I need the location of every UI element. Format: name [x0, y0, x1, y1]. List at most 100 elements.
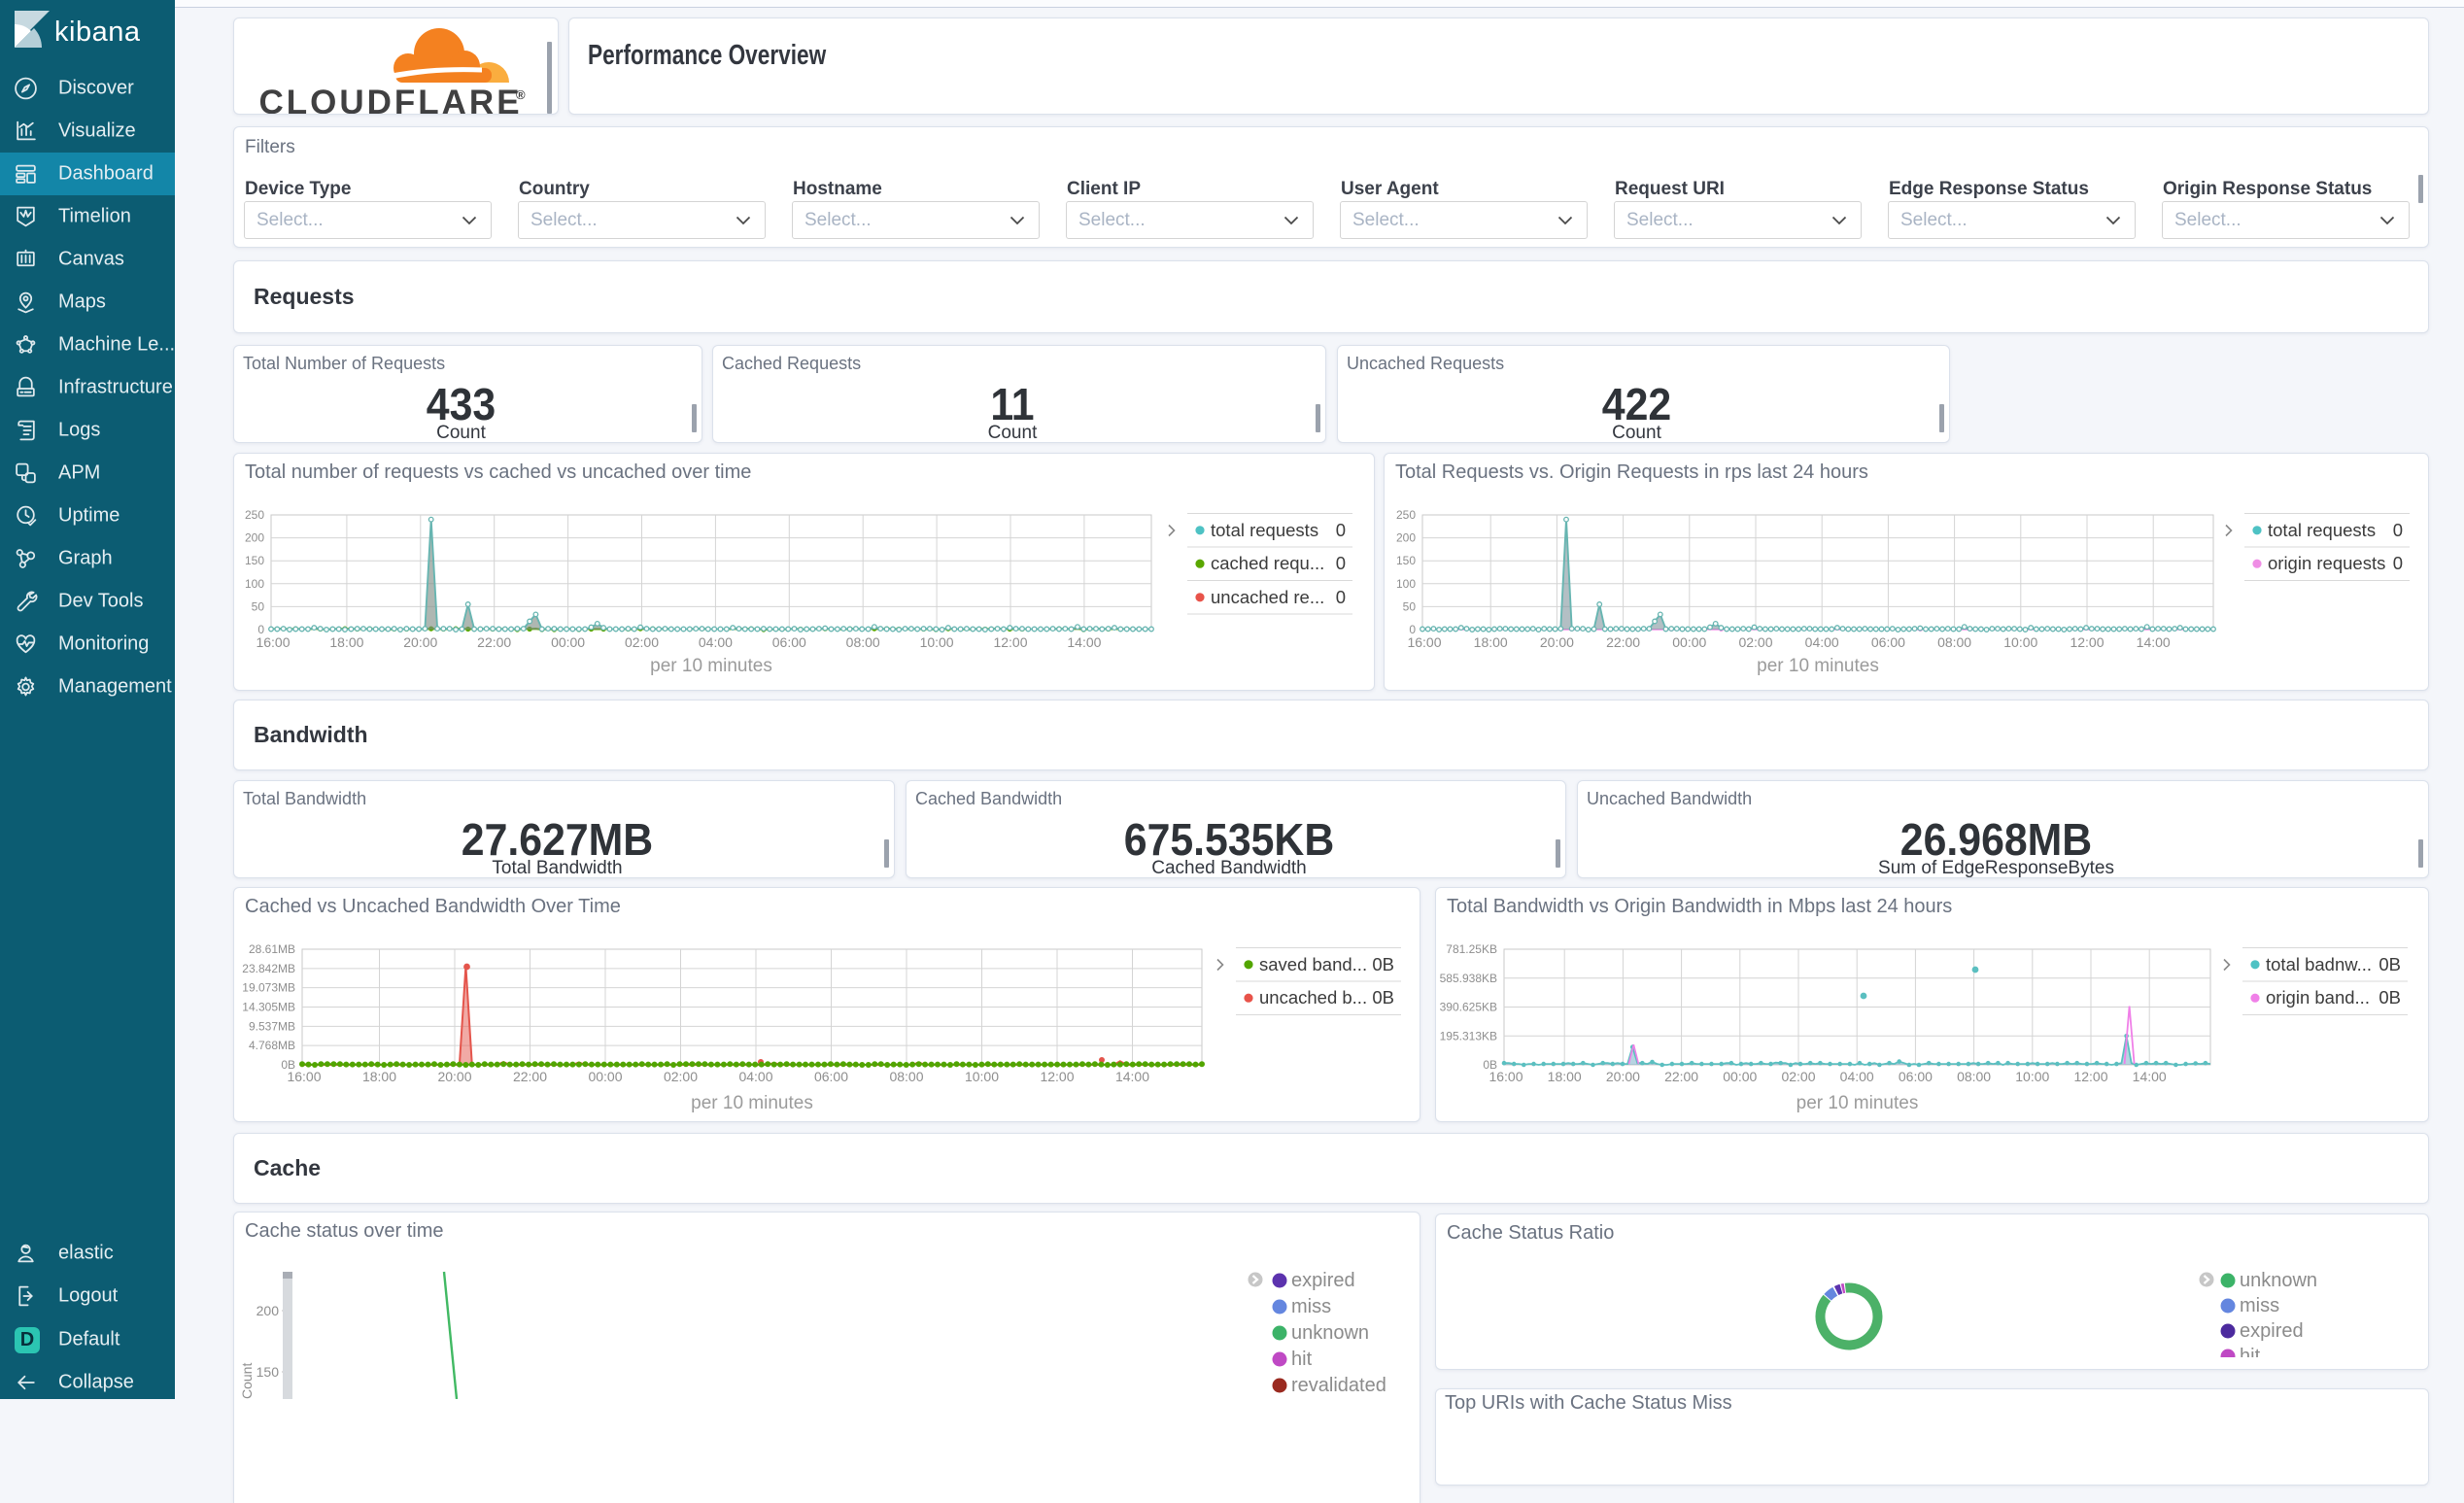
- svg-text:781.25KB: 781.25KB: [1446, 942, 1497, 956]
- svg-text:22:00: 22:00: [513, 1069, 547, 1084]
- svg-text:per 10 minutes: per 10 minutes: [1797, 1093, 1919, 1113]
- svg-text:total requests: total requests: [1211, 520, 1318, 540]
- svg-text:20:00: 20:00: [1606, 1069, 1640, 1084]
- svg-text:18:00: 18:00: [1548, 1069, 1582, 1084]
- svg-text:10:00: 10:00: [965, 1069, 999, 1084]
- svg-text:0B: 0B: [281, 1058, 295, 1072]
- svg-text:10:00: 10:00: [920, 634, 954, 650]
- svg-text:expired: expired: [2240, 1320, 2304, 1342]
- svg-text:0B: 0B: [2378, 954, 2401, 974]
- svg-text:100: 100: [1396, 577, 1416, 591]
- svg-text:12:00: 12:00: [993, 634, 1027, 650]
- svg-text:06:00: 06:00: [1871, 634, 1905, 650]
- svg-text:04:00: 04:00: [1805, 634, 1839, 650]
- svg-text:50: 50: [252, 599, 265, 613]
- svg-text:total requests: total requests: [2268, 520, 2376, 540]
- svg-text:12:00: 12:00: [2073, 1069, 2107, 1084]
- svg-text:20:00: 20:00: [403, 634, 437, 650]
- svg-text:14:00: 14:00: [2137, 634, 2171, 650]
- svg-text:miss: miss: [2240, 1295, 2279, 1316]
- svg-text:expired: expired: [1291, 1270, 1355, 1291]
- svg-text:unknown: unknown: [2240, 1270, 2317, 1291]
- svg-text:14:00: 14:00: [1067, 634, 1101, 650]
- svg-text:02:00: 02:00: [664, 1069, 698, 1084]
- svg-text:04:00: 04:00: [699, 634, 733, 650]
- svg-text:50: 50: [1403, 599, 1417, 613]
- svg-text:08:00: 08:00: [1957, 1069, 1991, 1084]
- svg-text:04:00: 04:00: [738, 1069, 772, 1084]
- svg-text:origin band...: origin band...: [2266, 987, 2370, 1008]
- svg-text:10:00: 10:00: [2003, 634, 2037, 650]
- svg-text:22:00: 22:00: [477, 634, 511, 650]
- svg-text:08:00: 08:00: [889, 1069, 923, 1084]
- svg-text:9.537MB: 9.537MB: [249, 1019, 295, 1033]
- svg-text:14.305MB: 14.305MB: [242, 1001, 295, 1014]
- svg-text:06:00: 06:00: [814, 1069, 848, 1084]
- svg-text:200: 200: [245, 531, 264, 545]
- svg-text:per 10 minutes: per 10 minutes: [691, 1093, 813, 1113]
- svg-text:16:00: 16:00: [287, 1069, 321, 1084]
- svg-text:02:00: 02:00: [1738, 634, 1772, 650]
- svg-text:0: 0: [1336, 520, 1346, 540]
- svg-text:14:00: 14:00: [2133, 1069, 2167, 1084]
- svg-text:0: 0: [1336, 553, 1346, 573]
- svg-text:00:00: 00:00: [1723, 1069, 1757, 1084]
- svg-text:20:00: 20:00: [1540, 634, 1574, 650]
- svg-text:18:00: 18:00: [362, 1069, 396, 1084]
- svg-text:23.842MB: 23.842MB: [242, 962, 295, 975]
- svg-text:02:00: 02:00: [1781, 1069, 1815, 1084]
- svg-text:02:00: 02:00: [625, 634, 659, 650]
- svg-text:08:00: 08:00: [1937, 634, 1971, 650]
- svg-text:0B: 0B: [1483, 1058, 1497, 1072]
- svg-text:200: 200: [257, 1303, 280, 1318]
- svg-text:06:00: 06:00: [1899, 1069, 1933, 1084]
- svg-text:revalidated: revalidated: [1291, 1375, 1386, 1396]
- svg-text:4.768MB: 4.768MB: [249, 1039, 295, 1052]
- svg-text:150: 150: [245, 554, 264, 567]
- svg-text:22:00: 22:00: [1606, 634, 1640, 650]
- svg-text:uncached b...: uncached b...: [1259, 987, 1367, 1008]
- svg-text:cached requ...: cached requ...: [1211, 553, 1324, 573]
- svg-text:miss: miss: [1291, 1296, 1331, 1317]
- svg-text:0: 0: [257, 623, 264, 636]
- svg-text:28.61MB: 28.61MB: [249, 942, 295, 956]
- svg-text:00:00: 00:00: [1672, 634, 1706, 650]
- svg-text:12:00: 12:00: [2070, 634, 2104, 650]
- svg-text:150: 150: [1396, 554, 1416, 567]
- svg-text:total badnw...: total badnw...: [2266, 954, 2372, 974]
- svg-text:19.073MB: 19.073MB: [242, 981, 295, 995]
- svg-text:00:00: 00:00: [588, 1069, 622, 1084]
- svg-text:hit: hit: [1291, 1349, 1313, 1370]
- svg-text:origin requests: origin requests: [2268, 553, 2385, 573]
- svg-text:250: 250: [1396, 508, 1416, 522]
- svg-text:08:00: 08:00: [846, 634, 880, 650]
- svg-text:18:00: 18:00: [1474, 634, 1508, 650]
- svg-text:150: 150: [257, 1364, 280, 1380]
- svg-text:0B: 0B: [1372, 954, 1394, 974]
- svg-text:06:00: 06:00: [772, 634, 806, 650]
- svg-text:10:00: 10:00: [2015, 1069, 2049, 1084]
- svg-text:0: 0: [2393, 553, 2403, 573]
- svg-text:12:00: 12:00: [1040, 1069, 1074, 1084]
- svg-text:04:00: 04:00: [1840, 1069, 1874, 1084]
- svg-text:22:00: 22:00: [1664, 1069, 1698, 1084]
- svg-text:18:00: 18:00: [329, 634, 363, 650]
- svg-text:585.938KB: 585.938KB: [1440, 972, 1497, 985]
- svg-text:unknown: unknown: [1291, 1322, 1369, 1344]
- svg-text:0B: 0B: [2378, 987, 2401, 1008]
- svg-text:uncached re...: uncached re...: [1211, 587, 1324, 607]
- svg-text:195.313KB: 195.313KB: [1440, 1029, 1497, 1042]
- svg-text:Count: Count: [239, 1363, 255, 1399]
- svg-text:per 10 minutes: per 10 minutes: [1757, 656, 1879, 676]
- svg-text:14:00: 14:00: [1115, 1069, 1149, 1084]
- svg-text:hit: hit: [2240, 1346, 2261, 1357]
- svg-text:250: 250: [245, 508, 264, 522]
- svg-text:00:00: 00:00: [551, 634, 585, 650]
- svg-text:0B: 0B: [1372, 987, 1394, 1008]
- svg-text:16:00: 16:00: [1407, 634, 1441, 650]
- svg-text:100: 100: [245, 577, 264, 591]
- svg-text:0: 0: [2393, 520, 2403, 540]
- svg-text:16:00: 16:00: [1489, 1069, 1523, 1084]
- svg-text:200: 200: [1396, 531, 1416, 545]
- svg-text:0: 0: [1336, 587, 1346, 607]
